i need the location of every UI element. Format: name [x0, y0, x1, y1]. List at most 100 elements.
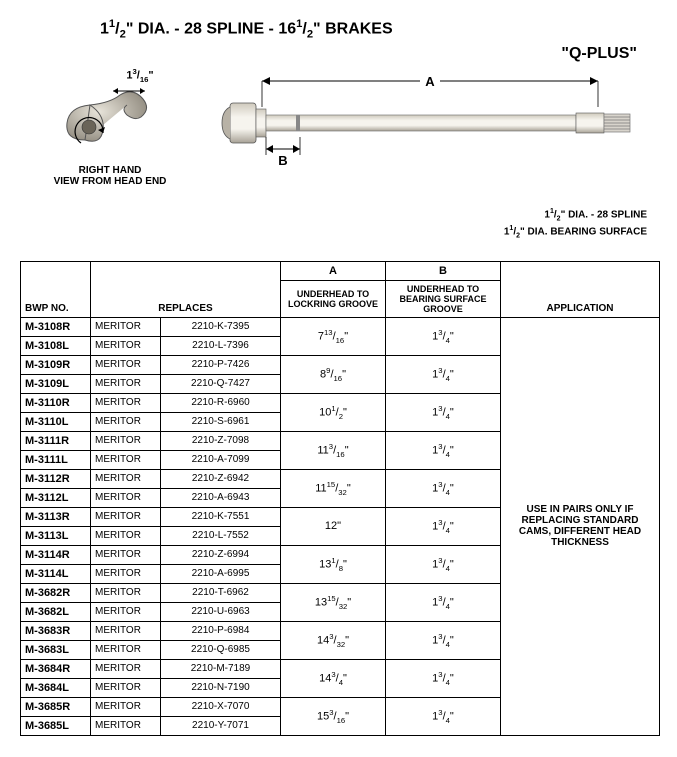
- cell-part: 2210-M-7189: [161, 659, 281, 678]
- cell-bwp: M-3110R: [21, 393, 91, 412]
- cell-mfr: MERITOR: [91, 469, 161, 488]
- cell-app: USE IN PAIRS ONLY IF REPLACING STANDARD …: [501, 317, 660, 735]
- cell-a: 143/32": [281, 621, 386, 659]
- cell-bwp: M-3109L: [21, 374, 91, 393]
- cell-bwp: M-3114L: [21, 564, 91, 583]
- cell-b: 13/4": [386, 583, 501, 621]
- cell-a: 143/4": [281, 659, 386, 697]
- cell-bwp: M-3108L: [21, 336, 91, 355]
- cell-bwp: M-3111R: [21, 431, 91, 450]
- cell-a: 89/16": [281, 355, 386, 393]
- cell-a: 131/8": [281, 545, 386, 583]
- spec-text: 11/2" DIA. - 28 SPLINE 11/2" DIA. BEARIN…: [200, 207, 657, 241]
- cell-b: 13/4": [386, 317, 501, 355]
- cell-b: 13/4": [386, 507, 501, 545]
- cell-bwp: M-3685R: [21, 697, 91, 716]
- hdr-b-sub: UNDERHEAD TO BEARING SURFACE GROOVE: [386, 280, 501, 317]
- cell-bwp: M-3112L: [21, 488, 91, 507]
- hdr-bwp: BWP NO.: [21, 261, 91, 317]
- cell-bwp: M-3683R: [21, 621, 91, 640]
- cell-part: 2210-Z-6994: [161, 545, 281, 564]
- cell-bwp: M-3684R: [21, 659, 91, 678]
- cell-mfr: MERITOR: [91, 640, 161, 659]
- cam-dimension: 13/16": [20, 67, 200, 84]
- cell-part: 2210-L-7552: [161, 526, 281, 545]
- cell-part: 2210-P-6984: [161, 621, 281, 640]
- cell-b: 13/4": [386, 545, 501, 583]
- cell-bwp: M-3113L: [21, 526, 91, 545]
- cell-mfr: MERITOR: [91, 659, 161, 678]
- hdr-replaces: REPLACES: [91, 261, 281, 317]
- cell-a: 12": [281, 507, 386, 545]
- cell-part: 2210-A-6995: [161, 564, 281, 583]
- table-row: M-3108RMERITOR2210-K-7395713/16"13/4"USE…: [21, 317, 660, 336]
- cell-a: 113/16": [281, 431, 386, 469]
- cell-mfr: MERITOR: [91, 507, 161, 526]
- cell-part: 2210-P-7426: [161, 355, 281, 374]
- cell-bwp: M-3110L: [21, 412, 91, 431]
- hdr-a-sub: UNDERHEAD TO LOCKRING GROOVE: [281, 280, 386, 317]
- cell-mfr: MERITOR: [91, 678, 161, 697]
- cell-part: 2210-R-6960: [161, 393, 281, 412]
- cell-part: 2210-Y-7071: [161, 716, 281, 735]
- cell-mfr: MERITOR: [91, 336, 161, 355]
- cell-part: 2210-X-7070: [161, 697, 281, 716]
- cell-bwp: M-3682L: [21, 602, 91, 621]
- cell-bwp: M-3108R: [21, 317, 91, 336]
- cell-part: 2210-Q-7427: [161, 374, 281, 393]
- cell-bwp: M-3113R: [21, 507, 91, 526]
- cell-bwp: M-3114R: [21, 545, 91, 564]
- cell-part: 2210-U-6963: [161, 602, 281, 621]
- cell-bwp: M-3112R: [21, 469, 91, 488]
- cell-mfr: MERITOR: [91, 412, 161, 431]
- cell-mfr: MERITOR: [91, 431, 161, 450]
- cell-bwp: M-3109R: [21, 355, 91, 374]
- cam-block: 13/16" RIGHT HAND VIEW FROM HEAD END: [20, 67, 200, 188]
- cell-mfr: MERITOR: [91, 317, 161, 336]
- cell-a: 153/16": [281, 697, 386, 735]
- cell-mfr: MERITOR: [91, 697, 161, 716]
- cell-bwp: M-3684L: [21, 678, 91, 697]
- cell-part: 2210-S-6961: [161, 412, 281, 431]
- cell-a: 713/16": [281, 317, 386, 355]
- cell-bwp: M-3685L: [21, 716, 91, 735]
- cell-mfr: MERITOR: [91, 374, 161, 393]
- cell-mfr: MERITOR: [91, 602, 161, 621]
- cell-part: 2210-N-7190: [161, 678, 281, 697]
- cell-part: 2210-Z-6942: [161, 469, 281, 488]
- cell-mfr: MERITOR: [91, 583, 161, 602]
- cell-a: 1315/32": [281, 583, 386, 621]
- shaft-block: A: [200, 67, 657, 241]
- cell-bwp: M-3682R: [21, 583, 91, 602]
- cell-mfr: MERITOR: [91, 545, 161, 564]
- cell-mfr: MERITOR: [91, 526, 161, 545]
- cell-b: 13/4": [386, 621, 501, 659]
- cell-b: 13/4": [386, 393, 501, 431]
- page-title: 11/2" DIA. - 28 SPLINE - 161/2" BRAKES: [100, 18, 657, 41]
- cell-mfr: MERITOR: [91, 450, 161, 469]
- shaft-icon: A: [200, 67, 640, 177]
- cam-icon: [55, 85, 165, 165]
- cell-mfr: MERITOR: [91, 716, 161, 735]
- cell-part: 2210-K-7395: [161, 317, 281, 336]
- cell-b: 13/4": [386, 355, 501, 393]
- cell-b: 13/4": [386, 431, 501, 469]
- cell-bwp: M-3683L: [21, 640, 91, 659]
- cell-part: 2210-Q-6985: [161, 640, 281, 659]
- cell-part: 2210-T-6962: [161, 583, 281, 602]
- cell-part: 2210-A-6943: [161, 488, 281, 507]
- diagram-area: 13/16" RIGHT HAND VIEW FROM HEAD END: [20, 67, 657, 241]
- qplus-label: "Q-PLUS": [20, 45, 637, 63]
- cell-part: 2210-A-7099: [161, 450, 281, 469]
- cell-mfr: MERITOR: [91, 355, 161, 374]
- cell-b: 13/4": [386, 697, 501, 735]
- cell-part: 2210-Z-7098: [161, 431, 281, 450]
- cam-caption-1: RIGHT HAND: [20, 165, 200, 176]
- cell-mfr: MERITOR: [91, 564, 161, 583]
- cell-b: 13/4": [386, 659, 501, 697]
- cell-b: 13/4": [386, 469, 501, 507]
- cell-bwp: M-3111L: [21, 450, 91, 469]
- cell-mfr: MERITOR: [91, 621, 161, 640]
- cell-a: 1115/32": [281, 469, 386, 507]
- cam-caption-2: VIEW FROM HEAD END: [20, 176, 200, 187]
